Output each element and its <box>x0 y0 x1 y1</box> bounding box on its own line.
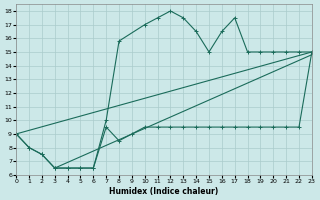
X-axis label: Humidex (Indice chaleur): Humidex (Indice chaleur) <box>109 187 219 196</box>
